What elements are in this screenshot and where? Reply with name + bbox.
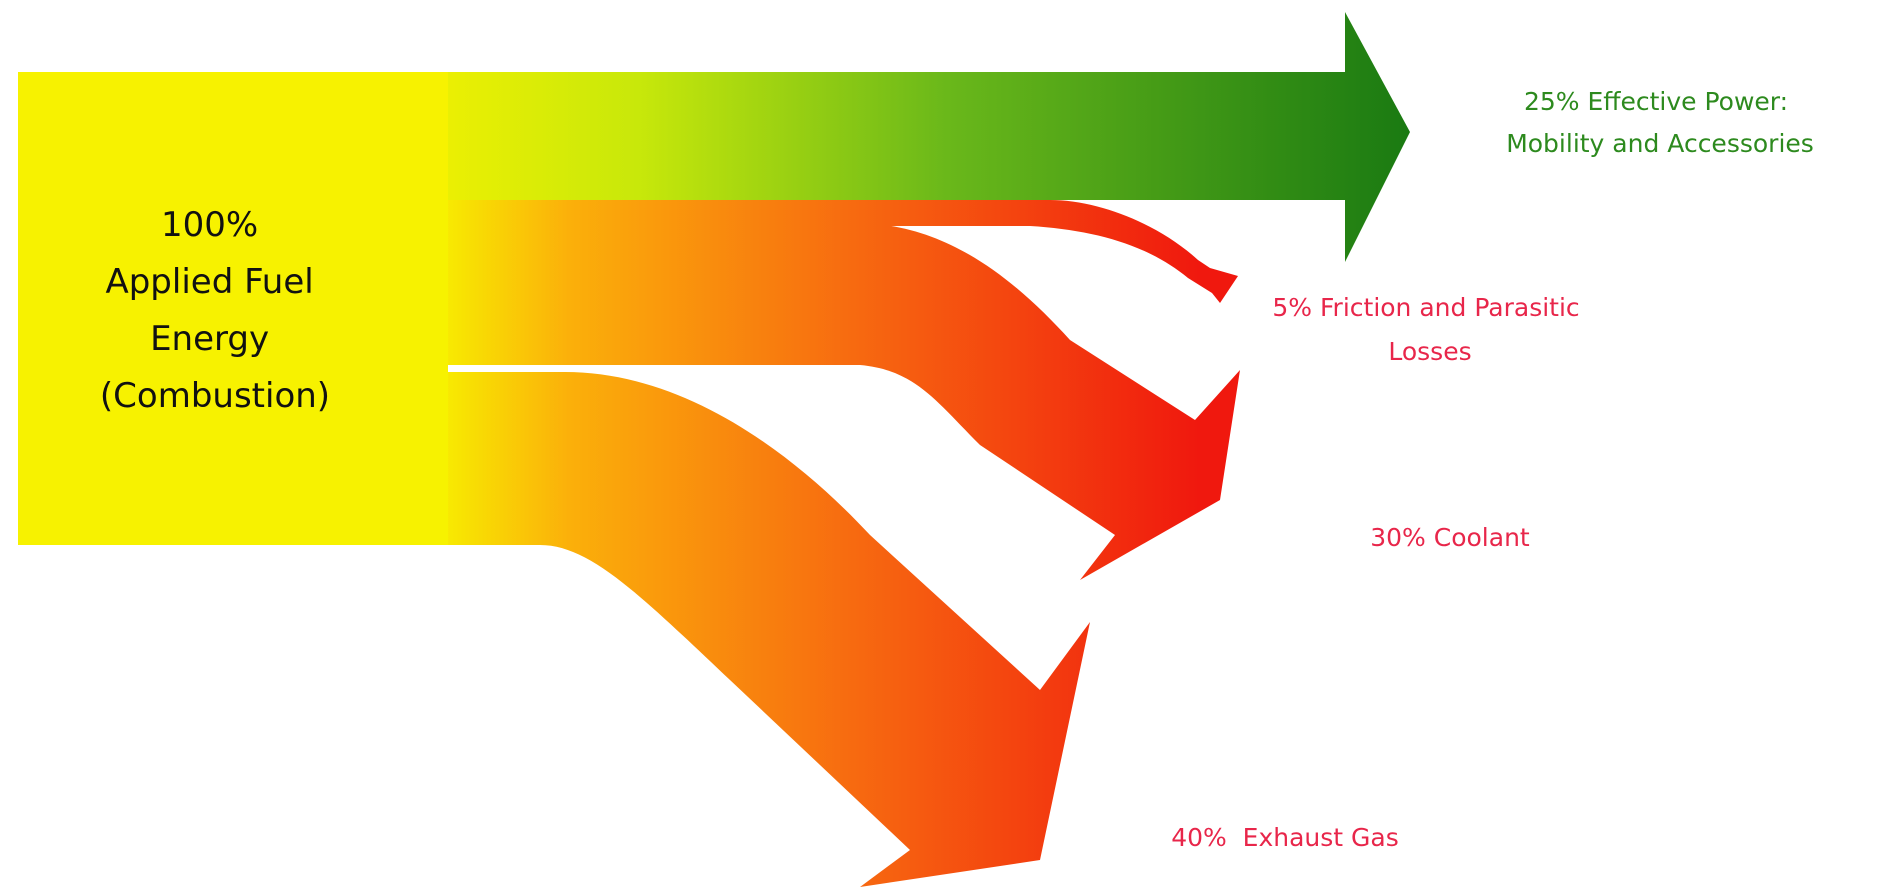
coolant-label-line: 30% Coolant (1370, 523, 1530, 552)
coolant-label: 30% Coolant (1370, 523, 1530, 552)
friction-label-line: Losses (1388, 337, 1471, 366)
effective-power-label-line: Mobility and Accessories (1506, 129, 1814, 158)
friction-label-line: 5% Friction and Parasitic (1272, 293, 1579, 322)
source-block (18, 72, 448, 545)
effective-power-label: 25% Effective Power: Mobility and Access… (1506, 87, 1814, 158)
source-label-line: 100% (161, 205, 258, 245)
source-label-line: (Combustion) (100, 376, 330, 416)
exhaust-label-line: 40% Exhaust Gas (1171, 823, 1399, 852)
source-label-line: Energy (150, 319, 269, 359)
source-label: 100% Applied Fuel Energy (Combustion) (100, 205, 330, 416)
friction-label: 5% Friction and Parasitic Losses (1272, 293, 1587, 366)
source-label-line: Applied Fuel (105, 262, 313, 302)
exhaust-label: 40% Exhaust Gas (1171, 823, 1399, 852)
effective-power-label-line: 25% Effective Power: (1524, 87, 1788, 116)
